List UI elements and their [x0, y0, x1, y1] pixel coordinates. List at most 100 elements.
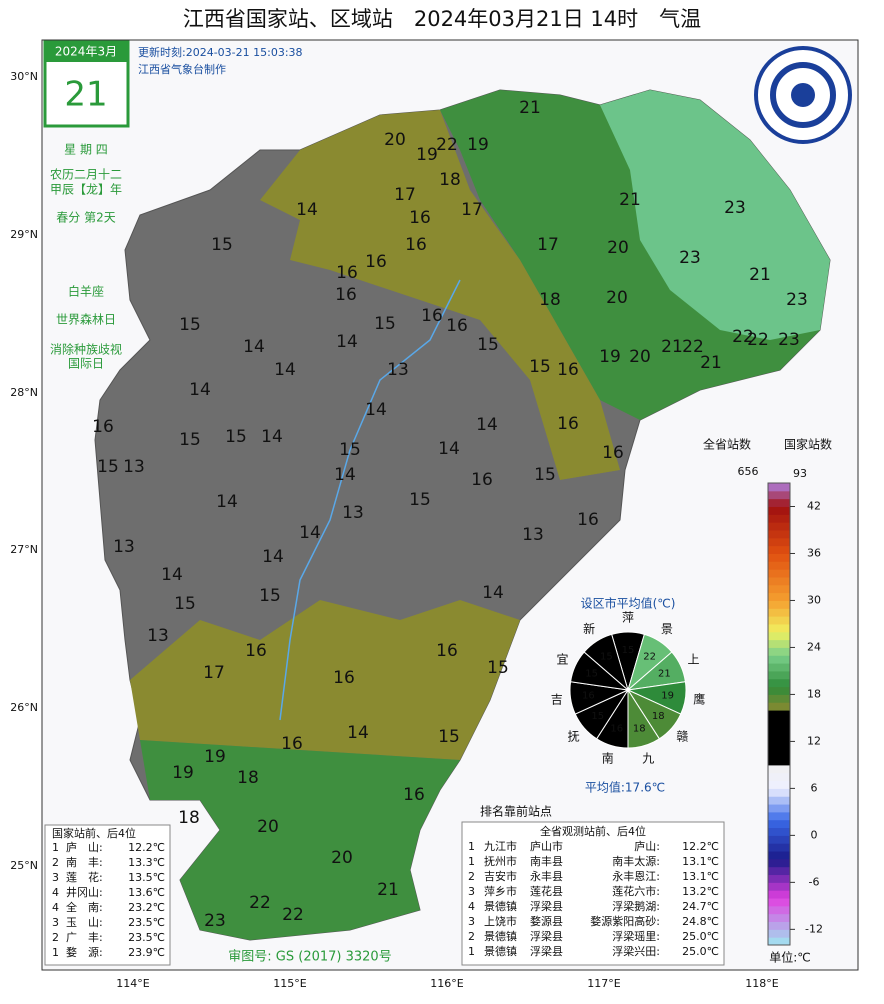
left-table-cell: 2: [52, 931, 59, 944]
right-table-cell: 13.2℃: [682, 885, 719, 898]
colorbar-cell: [768, 804, 790, 813]
pie-city: 吉: [551, 693, 563, 707]
colorbar-label: 6: [811, 781, 818, 794]
right-table-cell: 莲花县: [530, 885, 563, 898]
right-table: [461, 821, 725, 966]
zone-lightgreen: [600, 90, 830, 340]
colorbar-cell: [768, 780, 790, 789]
colorbar-cell: [768, 553, 790, 562]
title: 江西省国家站、区域站 2024年03月21日 14时 气温: [183, 7, 701, 31]
station-value: 19: [467, 135, 489, 155]
calendar-line: 农历二月十二: [50, 168, 122, 182]
pie-city: 九: [642, 752, 654, 766]
colorbar-cell: [768, 655, 790, 664]
colorbar-cell: [768, 811, 790, 821]
station-value: 22: [747, 330, 769, 350]
calendar-line: 消除种族歧视: [50, 342, 122, 357]
left-table-cell: 12.2℃: [128, 841, 165, 854]
colorbar-cell: [768, 678, 790, 688]
station-value: 13: [113, 537, 135, 557]
colorbar-cell: [768, 616, 790, 625]
station-value: 14: [334, 465, 356, 485]
left-table-cell: 4: [52, 886, 59, 899]
station-value: 20: [331, 848, 353, 868]
rank-marker: 排名靠前站点: [480, 804, 552, 819]
colorbar-cell: [768, 882, 790, 891]
colorbar-cell: [768, 717, 790, 727]
station-value: 16: [281, 734, 303, 754]
left-table-cell: 13.5℃: [128, 871, 165, 884]
left-table-cell: 莲 花:: [66, 871, 103, 884]
station-value: 15: [225, 427, 247, 447]
colorbar-cell: [768, 725, 790, 735]
right-table-cell: 吉安市: [484, 869, 517, 883]
colorbar-cell: [768, 913, 790, 923]
station-value: 14: [336, 332, 358, 352]
station-value: 15: [374, 314, 396, 334]
station-value: 15: [534, 465, 556, 485]
pie-value: 18: [633, 723, 646, 734]
left-table-cell: 南 丰:: [66, 856, 103, 869]
station-value: 16: [577, 510, 599, 530]
station-value: 21: [519, 98, 541, 118]
station-value: 13: [522, 525, 544, 545]
station-value: 16: [409, 208, 431, 228]
colorbar-cell: [768, 490, 790, 500]
station-value: 15: [179, 430, 201, 450]
left-table-title: 国家站前、后4位: [52, 826, 136, 840]
station-value: 23: [786, 290, 808, 310]
colorbar-label: 42: [807, 499, 821, 512]
station-value: 18: [539, 290, 561, 310]
pie-value: 15: [585, 668, 598, 679]
calendar-line: 春分 第2天: [56, 211, 115, 225]
station-value: 16: [405, 235, 427, 255]
left-table-cell: 4: [52, 901, 59, 914]
pie-value: 22: [643, 651, 656, 662]
pie-value: 16: [610, 723, 623, 734]
colorbar-cell: [768, 608, 790, 617]
station-value: 19: [416, 145, 438, 165]
left-table-cell: 3: [52, 871, 59, 884]
calendar-line: 星 期 四: [64, 143, 108, 157]
station-value: 14: [216, 492, 238, 512]
colorbar-cell: [768, 569, 790, 578]
pie-city: 萍: [622, 611, 634, 625]
colorbar-label: -6: [809, 875, 820, 888]
lat-label: 25°N: [10, 859, 38, 872]
colorbar-cell: [768, 921, 790, 930]
station-value: 22: [249, 893, 271, 913]
station-value: 17: [537, 235, 559, 255]
left-table-cell: 玉 山:: [66, 916, 103, 929]
right-table-cell: 景德镇: [484, 944, 517, 958]
pie-city: 上: [687, 653, 699, 667]
colorbar-frame: [767, 482, 791, 946]
colorbar-cell: [768, 631, 790, 641]
colorbar-label: 30: [807, 593, 821, 606]
colorbar-cell: [768, 757, 790, 766]
pie-city: 南: [602, 751, 614, 766]
left-table-cell: 23.5℃: [128, 931, 165, 944]
station-value: 16: [335, 285, 357, 305]
left-table: [44, 824, 171, 966]
right-table-cell: 3: [468, 915, 475, 928]
right-table-cell: 浮梁鹅湖:: [612, 899, 660, 913]
colorbar-cell: [768, 929, 790, 938]
right-table-cell: 庐山:: [634, 839, 660, 853]
station-value: 20: [606, 288, 628, 308]
total-label: 全省站数: [703, 437, 751, 452]
colorbar-cell: [768, 561, 790, 570]
national-label: 国家站数: [784, 437, 832, 452]
pie-slice: [583, 633, 629, 692]
left-table-cell: 3: [52, 916, 59, 929]
station-value: 16: [365, 252, 387, 272]
station-value: 23: [204, 911, 226, 931]
unit: 单位:℃: [769, 950, 811, 965]
station-value: 17: [203, 663, 225, 683]
station-value: 15: [339, 440, 361, 460]
colorbar-cell: [768, 584, 790, 594]
left-table-cell: 1: [52, 946, 59, 959]
station-value: 16: [421, 306, 443, 326]
station-value: 15: [211, 235, 233, 255]
right-table-cell: 婺源县: [530, 914, 563, 928]
